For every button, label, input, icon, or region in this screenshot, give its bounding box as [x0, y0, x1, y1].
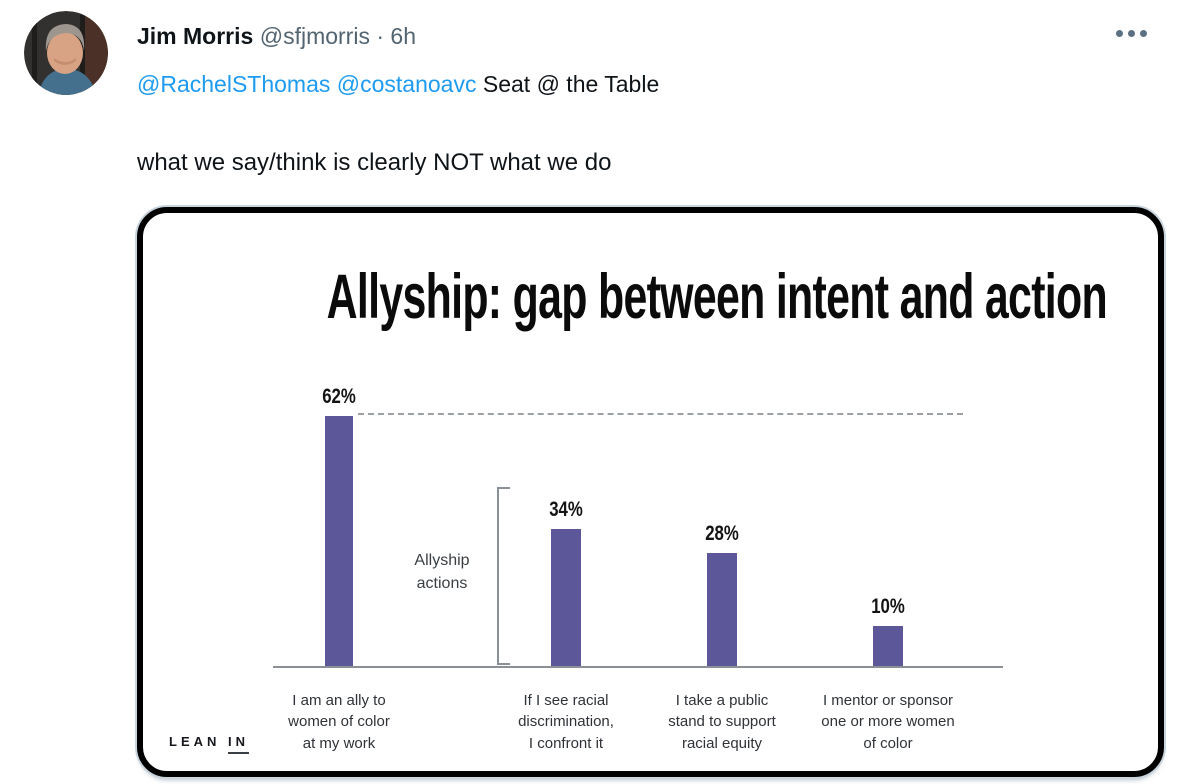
category-label: I mentor or sponsor one or more women of…: [821, 692, 955, 752]
reply-text: Seat @ the Table: [482, 71, 660, 97]
category-label: I am an ally to women of color at my wor…: [288, 692, 390, 752]
bar-chart-plot-area: Allyship actions 62% 34% 28% 10%: [273, 385, 1003, 668]
bar-confront-discrimination: 34%: [549, 498, 583, 666]
timestamp-separator: ·: [376, 23, 385, 49]
tweet-body-text: what we say/think is clearly NOT what we…: [137, 149, 612, 176]
mention-link-1[interactable]: @RachelSThomas: [137, 71, 331, 97]
author-handle[interactable]: @sfjmorris: [259, 23, 370, 49]
allyship-actions-bracket: [497, 487, 510, 665]
allyship-actions-label: Allyship actions: [414, 552, 470, 593]
reply-line: @RachelSThomas @costanoavc Seat @ the Ta…: [137, 69, 659, 99]
bar-public-stand-racial-equity: 28%: [705, 522, 739, 666]
avatar[interactable]: [24, 11, 108, 95]
bar-value-label: 62%: [322, 385, 356, 408]
lean-in-logo: LEAN IN: [169, 734, 250, 754]
category-label: I take a public stand to support racial …: [668, 692, 776, 752]
more-options-icon[interactable]: [1114, 28, 1149, 39]
tweet-header: Jim Morris @sfjmorris · 6h: [137, 21, 416, 51]
chart-title-wrap: Allyship: gap between intent and action: [143, 261, 1158, 333]
mention-link-2[interactable]: @costanoavc: [336, 71, 477, 97]
bar-ally-to-women-of-color: 62%: [322, 385, 356, 666]
chart-title: Allyship: gap between intent and action: [326, 262, 1108, 332]
bar-value-label: 10%: [871, 595, 905, 618]
bar-value-label: 28%: [705, 522, 739, 545]
lean-in-logo-word2: IN: [228, 734, 250, 754]
category-label: If I see racial discrimination, I confro…: [518, 692, 614, 752]
bar-value-label: 34%: [549, 498, 583, 521]
lean-in-logo-word1: LEAN: [169, 734, 221, 749]
bar-mentor-sponsor-women-of-color: 10%: [871, 595, 905, 666]
chart-card-inner: Allyship: gap between intent and action …: [143, 213, 1158, 771]
avatar-photo: [24, 11, 108, 95]
reference-dashed-line: [358, 413, 963, 415]
tweet-image-chart-card[interactable]: Allyship: gap between intent and action …: [137, 207, 1164, 777]
author-name[interactable]: Jim Morris: [137, 23, 254, 49]
timestamp[interactable]: 6h: [390, 23, 416, 49]
